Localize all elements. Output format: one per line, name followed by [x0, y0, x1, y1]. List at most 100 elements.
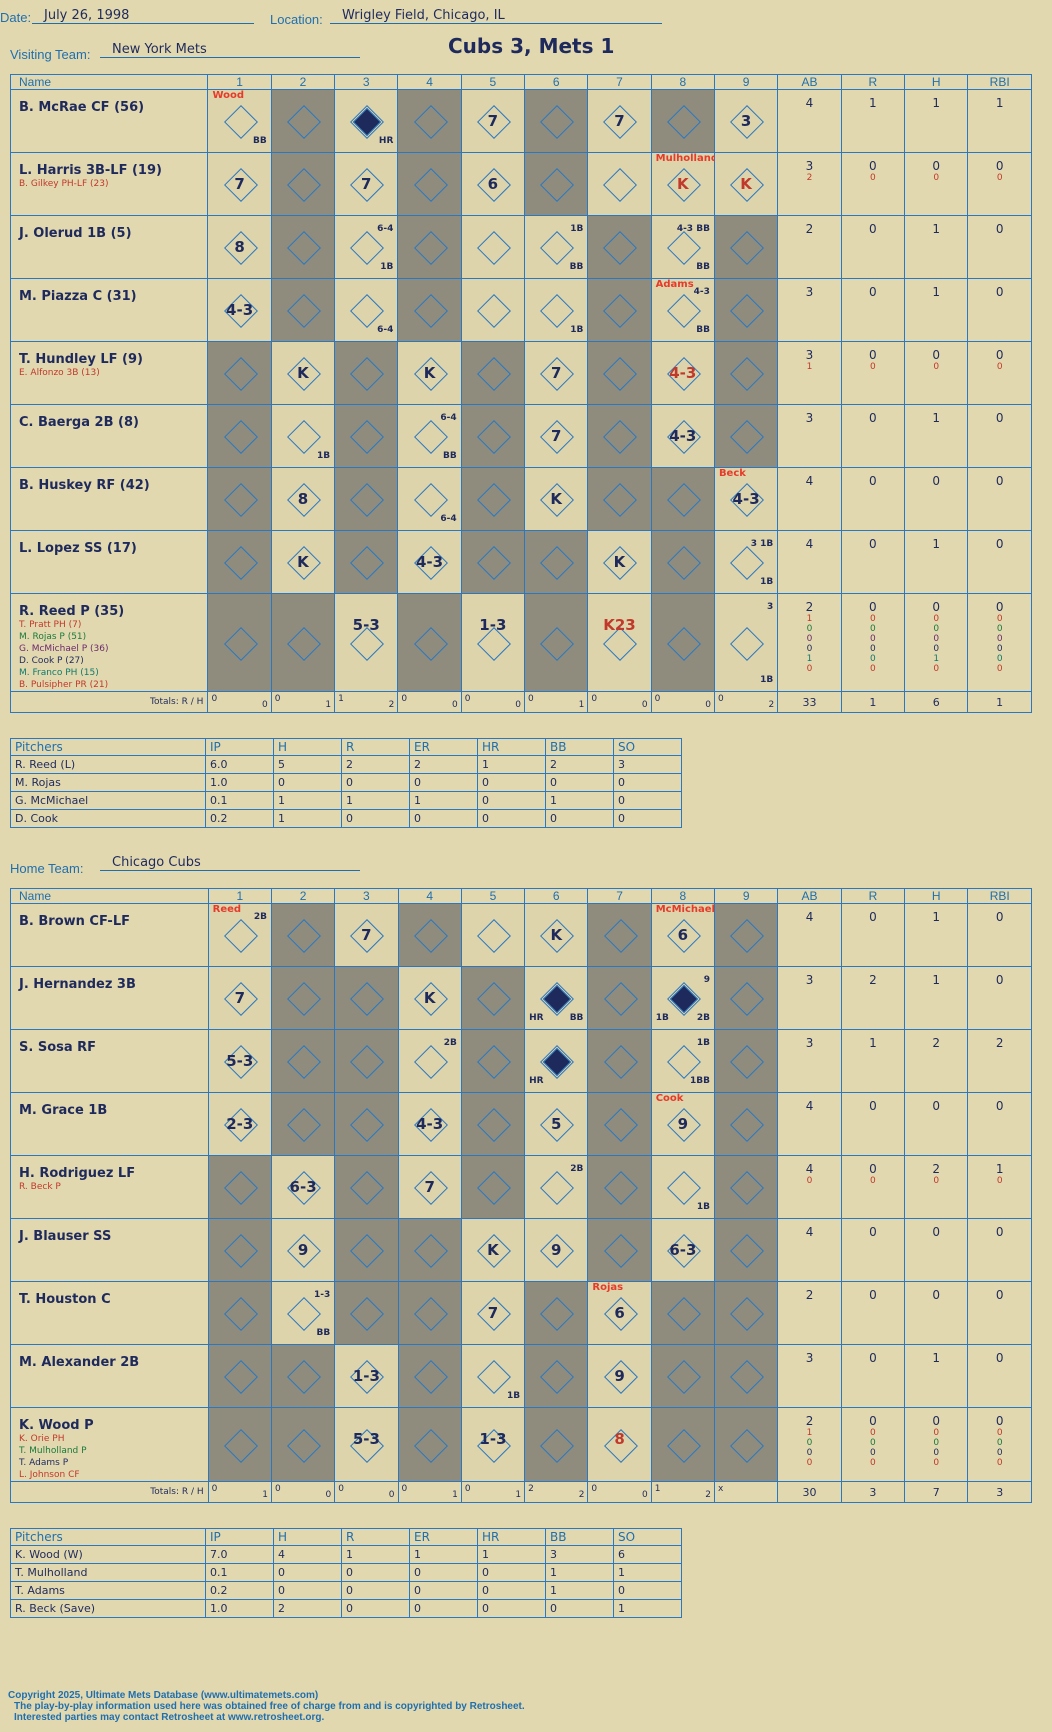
diamond-icon [666, 1297, 701, 1331]
at-bat-cell [650, 593, 715, 692]
pitching-stat: 0 [341, 1581, 410, 1600]
at-bat-cell [714, 1155, 779, 1219]
sub-stat-value: 2 [806, 173, 813, 183]
batting-stat: 3 [777, 1344, 842, 1408]
sub-stat-value: 0 [996, 614, 1003, 624]
pitching-stat: 0.2 [205, 1581, 274, 1600]
batter-name-cell: T. Houston C [10, 1281, 209, 1345]
stat-value: 0 [995, 1351, 1004, 1365]
stat-value: 0 [995, 910, 1004, 924]
sub-stat-value: 1 [806, 362, 813, 372]
diamond-icon [666, 483, 701, 517]
stat-value: 0 [869, 600, 877, 614]
inning-runs: 0 [591, 1484, 598, 1494]
sub-stat-value: 0 [933, 362, 940, 372]
total-stat: 7 [904, 1481, 969, 1503]
at-bat-cell: 9 [587, 1344, 652, 1408]
at-bat-cell [587, 966, 652, 1030]
column-header: 6 [524, 888, 589, 904]
diamond-icon [666, 1360, 701, 1394]
pitching-stat: 1 [273, 791, 342, 810]
play-note: 6-4 [377, 224, 394, 234]
play-result: 6-3 [669, 1241, 697, 1259]
at-bat-cell [334, 341, 399, 405]
pitching-stat: 7.0 [205, 1545, 274, 1564]
at-bat-cell [397, 152, 462, 216]
at-bat-cell [714, 1092, 779, 1156]
at-bat-cell [397, 215, 462, 279]
batter-row: M. Alexander 2B 1-3 1B 9 3 0 1 0 [10, 1344, 1032, 1408]
inning-runs: 2 [528, 1484, 534, 1494]
at-bat-cell [334, 1029, 399, 1093]
diamond-icon [730, 1171, 765, 1205]
batter-name: J. Olerud 1B (5) [19, 226, 132, 241]
sub-stat-value: 0 [996, 1428, 1003, 1438]
at-bat-cell: 4-3 [650, 404, 715, 468]
at-bat-cell: 2-3 [207, 1092, 272, 1156]
column-header: 7 [587, 888, 652, 904]
run-scored-diamond-icon [543, 1047, 572, 1077]
batter-name-cell: L. Harris 3B-LF (19) B. Gilkey PH-LF (23) [9, 152, 209, 216]
totals-label-cell: Totals: R / H [9, 691, 209, 713]
batting-stat: 0 [840, 530, 906, 594]
pitcher-change-note: Mulholland [655, 153, 718, 164]
play-result: K [487, 1241, 499, 1259]
at-bat-cell: 7 [397, 1155, 462, 1219]
at-bat-cell: 2B [524, 1155, 589, 1219]
pitching-column-header: Pitchers [10, 738, 206, 756]
at-bat-cell: 5-3 [334, 1407, 399, 1482]
pitching-stat: 0 [477, 1599, 546, 1618]
stat-value: 0 [995, 159, 1004, 173]
batter-name: M. Piazza C (31) [19, 289, 137, 304]
column-header: H [904, 888, 969, 904]
diamond-icon [476, 294, 511, 328]
pitching-column-header: ER [409, 1528, 478, 1546]
sub-stat-value: 0 [933, 1448, 940, 1458]
diamond-icon [730, 626, 765, 661]
inning-runs: 0 [464, 694, 471, 704]
sub-stat-value: 0 [933, 634, 940, 644]
batter-name: B. Brown CF-LF [19, 914, 130, 929]
stat-value: 1 [932, 222, 940, 236]
diamond-icon [603, 919, 638, 953]
batting-stat: 2 [777, 215, 842, 279]
stat-value: 1 [995, 1162, 1004, 1176]
pitcher-row: T. Mulholland 0.1 0 0 0 0 1 1 [10, 1563, 682, 1582]
at-bat-cell [460, 467, 526, 531]
at-bat-cell: 8 [587, 1407, 652, 1482]
substitute-name: R. Beck P [19, 1182, 61, 1192]
stat-value: 3 [805, 1351, 814, 1365]
batter-row: M. Piazza C (31) 4-3 6-4 1B Adams 4-3 BB 3 0 1 0 [9, 278, 1032, 342]
diamond-icon [603, 420, 638, 454]
run-scored-diamond-icon [353, 107, 382, 137]
stat-value: 4 [805, 96, 814, 110]
stat-value: 0 [869, 537, 877, 551]
at-bat-cell [270, 593, 336, 692]
diamond-icon [540, 1171, 575, 1205]
diamond-icon [730, 294, 765, 328]
pitcher-change-note: Adams [655, 279, 694, 290]
play-note: 3 [766, 602, 774, 612]
diamond-icon [730, 420, 765, 454]
batter-row: H. Rodriguez LF R. Beck P 6-3 7 2B 1B 4 0 0 0 2 0 1 0 [10, 1155, 1032, 1219]
diamond-icon [730, 1234, 765, 1268]
score-note: HR [529, 1013, 544, 1023]
pitcher-change-note: Reed [212, 904, 242, 915]
at-bat-cell: 6-4 [397, 467, 462, 531]
column-header: 7 [587, 74, 652, 90]
play-result: 4-3 [669, 427, 697, 445]
play-result: 7 [550, 427, 562, 445]
pitching-stat: 1.0 [205, 773, 274, 792]
diamond-icon [476, 919, 511, 953]
pitching-column-header: BB [545, 1528, 614, 1546]
inning-runs: 0 [591, 694, 598, 704]
play-result: 4-3 [416, 1115, 444, 1133]
pitching-stat: 0 [545, 1599, 614, 1618]
batting-stat: 0 [840, 215, 906, 279]
stat-value: 3 [805, 973, 814, 987]
column-header: 4 [397, 888, 462, 904]
at-bat-cell [207, 404, 272, 468]
